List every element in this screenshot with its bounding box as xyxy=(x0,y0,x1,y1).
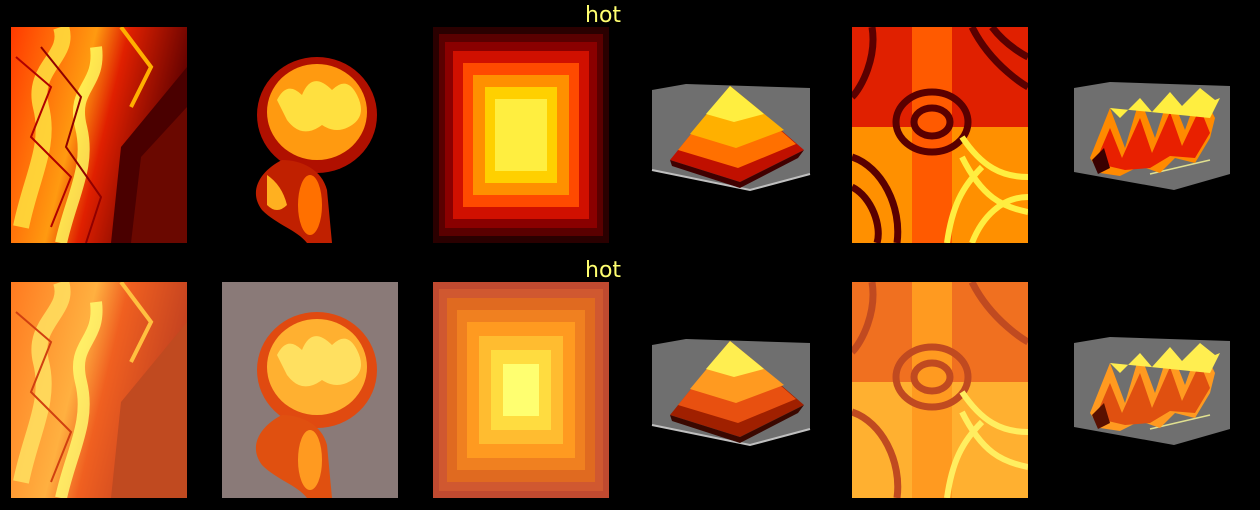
concentric-squares-image xyxy=(433,282,609,498)
3d-ripple-surface xyxy=(1070,333,1236,449)
concentric-squares-image xyxy=(433,27,609,243)
row-original: hot xyxy=(11,3,1236,243)
3d-ripple-surface xyxy=(1070,78,1236,194)
mri-head-image xyxy=(222,40,398,243)
interference-pattern-image xyxy=(852,27,1028,243)
row-washed: hot xyxy=(0,255,1260,510)
3d-pyramid-surface xyxy=(648,333,814,449)
interference-pattern-image xyxy=(852,282,1028,498)
row-title: hot xyxy=(585,258,622,283)
row-title: hot xyxy=(585,3,622,28)
mri-head-image xyxy=(222,282,398,498)
terrain-image xyxy=(11,282,187,498)
3d-pyramid-surface xyxy=(648,78,814,194)
terrain-image xyxy=(11,27,187,243)
